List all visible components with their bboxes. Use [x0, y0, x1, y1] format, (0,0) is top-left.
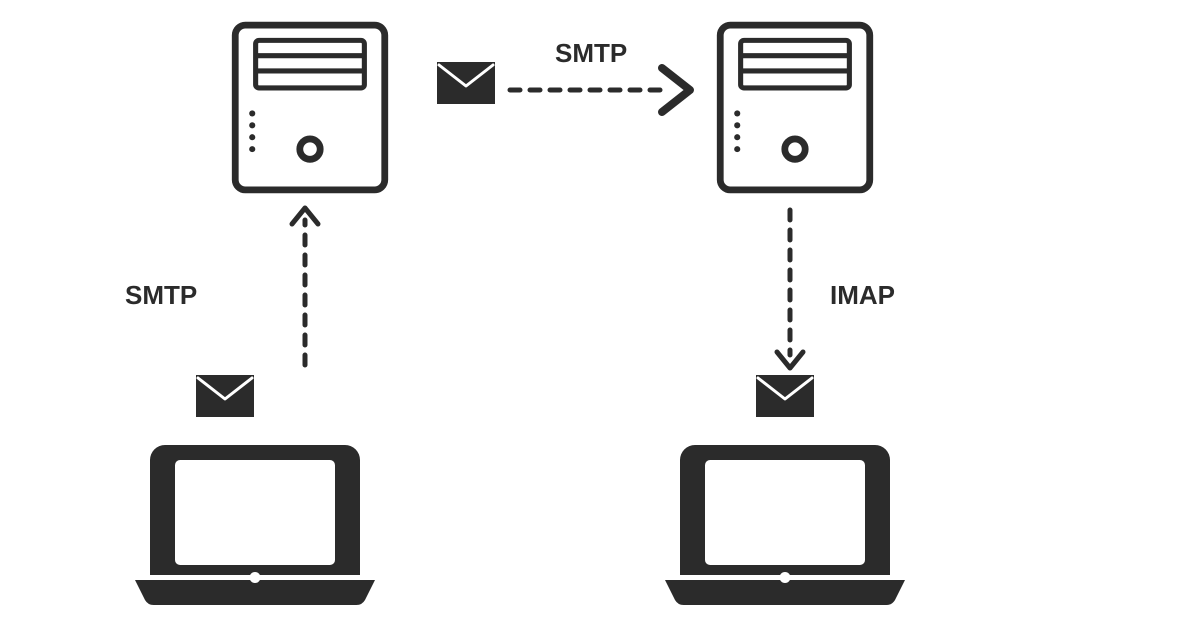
envelope-icon [437, 62, 495, 104]
mail-server-right [710, 20, 880, 195]
email-protocol-diagram: SMTP SMTP IMAP [0, 0, 1200, 628]
arrowhead-icon [292, 208, 318, 224]
mail-server-left [225, 20, 395, 195]
arrowhead-icon [777, 352, 803, 368]
envelope-icon [196, 375, 254, 417]
arrowhead-icon [662, 68, 690, 112]
protocol-label-smtp-top: SMTP [555, 38, 627, 69]
protocol-label-imap: IMAP [830, 280, 895, 311]
laptop-receiver [660, 440, 910, 610]
envelope-icon [756, 375, 814, 417]
protocol-label-smtp-left: SMTP [125, 280, 197, 311]
laptop-sender [130, 440, 380, 610]
